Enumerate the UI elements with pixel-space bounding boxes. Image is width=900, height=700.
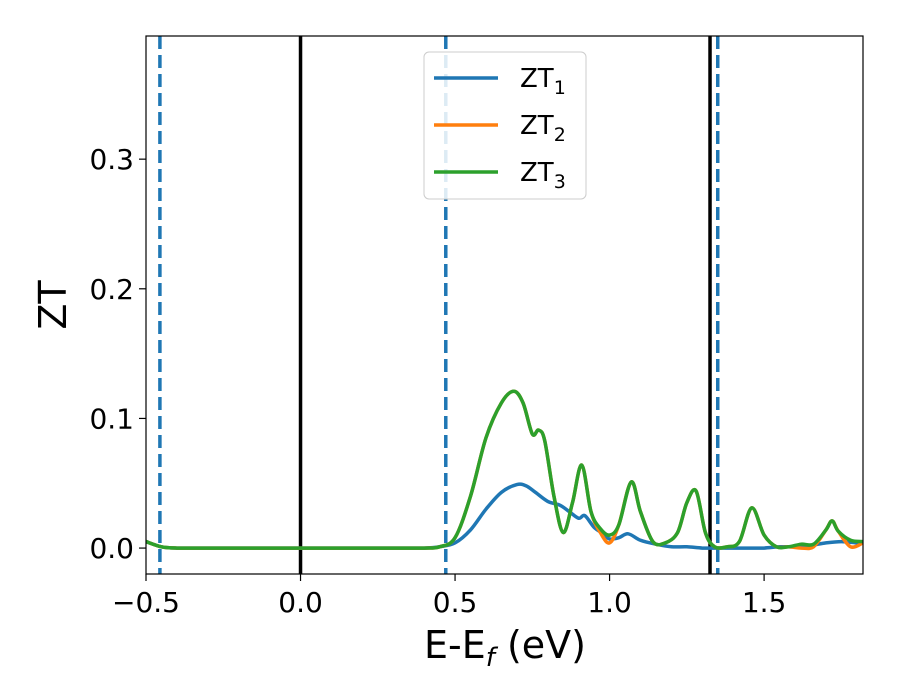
legend-label-zt3: ZT3 <box>520 158 566 193</box>
legend-box <box>423 51 587 200</box>
y-tick-label-1: 0.1 <box>89 402 134 435</box>
legend: ZT1 ZT2 ZT3 <box>423 51 587 200</box>
plot-frame <box>145 35 864 575</box>
y-tick-label-2: 0.2 <box>89 273 134 306</box>
x-tick-label-0: −0.5 <box>112 586 180 619</box>
x-axis: −0.5 0.0 0.5 1.0 1.5 <box>112 574 786 619</box>
x-tick-label-2: 0.5 <box>433 586 478 619</box>
y-axis-label: ZT <box>31 280 75 330</box>
x-tick-label-3: 1.0 <box>587 586 632 619</box>
series-layer <box>146 389 863 551</box>
x-tick-label-4: 1.5 <box>742 586 787 619</box>
y-tick-label-0: 0.0 <box>89 532 134 565</box>
legend-label-zt1: ZT1 <box>520 64 566 99</box>
x-axis-label: E-Ef (eV) <box>424 623 586 673</box>
y-axis: 0.0 0.1 0.2 0.3 <box>89 143 146 565</box>
series-line-zt3 <box>146 389 863 550</box>
legend-label-zt2: ZT2 <box>520 111 566 146</box>
reference-lines <box>158 36 720 574</box>
x-tick-label-1: 0.0 <box>278 586 323 619</box>
y-tick-label-3: 0.3 <box>89 143 134 176</box>
